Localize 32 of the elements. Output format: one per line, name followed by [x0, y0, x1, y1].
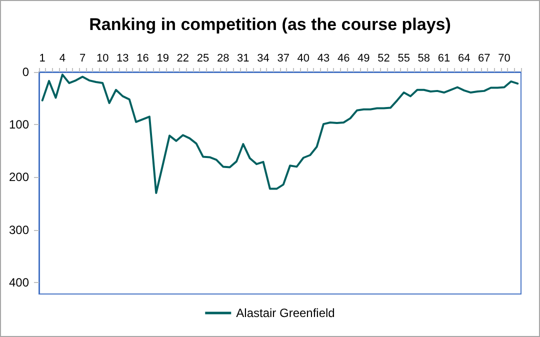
chart-title: Ranking in competition (as the course plays): [89, 15, 451, 34]
x-tick-label: 13: [116, 52, 129, 64]
x-tick-label: 55: [398, 52, 410, 64]
x-tick-label: 16: [136, 52, 149, 64]
x-tick-label: 37: [277, 52, 290, 64]
x-tick-label: 31: [237, 52, 250, 64]
x-tick-label: 61: [438, 52, 450, 64]
x-tick-label: 40: [297, 52, 310, 64]
x-tick-label: 43: [317, 52, 330, 64]
y-tick-label: 200: [8, 170, 30, 184]
y-tick-label: 300: [8, 222, 30, 237]
x-tick-label: 64: [458, 52, 470, 64]
x-tick-label: 46: [337, 52, 350, 64]
x-tick-label: 52: [378, 52, 390, 64]
x-tick-label: 4: [59, 52, 66, 64]
y-tick-label: 400: [8, 275, 30, 290]
x-tick-label: 67: [478, 52, 490, 64]
line-series: [41, 74, 519, 194]
x-tick-label: 49: [358, 52, 370, 64]
y-tick-label: 0: [22, 65, 30, 79]
x-tick-label: 28: [216, 52, 230, 64]
x-tick-label: 19: [156, 52, 169, 64]
x-tick-label: 70: [498, 52, 510, 64]
x-tick-label: 7: [79, 52, 86, 64]
y-tick-label: 100: [8, 118, 30, 132]
x-tick-label: 34: [257, 52, 270, 64]
legend-label: Alastair Greenfield: [236, 306, 335, 320]
x-tick-label: 25: [196, 52, 210, 64]
x-tick-label: 58: [418, 52, 430, 64]
x-tick-label: 10: [96, 52, 109, 64]
x-tick-label: 1: [39, 52, 46, 64]
x-tick-label: 22: [176, 52, 190, 64]
